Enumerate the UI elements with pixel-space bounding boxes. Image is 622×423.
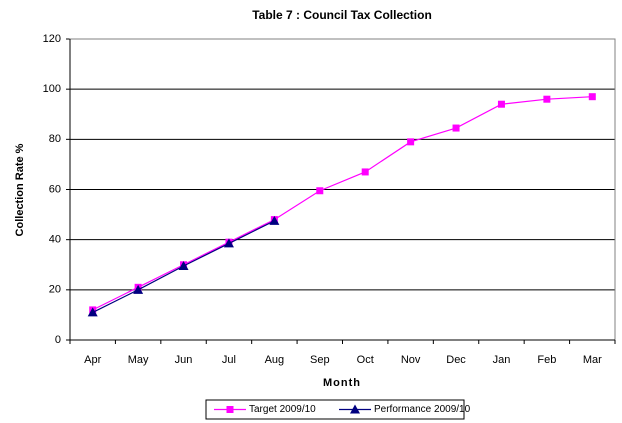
x-tick-label: Jun <box>175 354 193 366</box>
x-tick-label: May <box>128 354 149 366</box>
data-point <box>497 100 505 108</box>
chart-title: Table 7 : Council Tax Collection <box>252 8 432 22</box>
legend-label: Performance 2009/10 <box>374 404 471 415</box>
y-tick-label: 80 <box>49 133 61 145</box>
data-point <box>269 215 280 225</box>
x-tick-label: Jan <box>493 354 511 366</box>
legend-marker <box>226 406 234 413</box>
x-axis-label: Month <box>323 377 361 389</box>
x-tick-label: Nov <box>401 354 421 366</box>
y-tick-label: 20 <box>49 284 61 296</box>
data-point <box>133 284 144 294</box>
x-tick-label: Feb <box>537 354 556 366</box>
data-point <box>543 95 551 103</box>
legend-label: Target 2009/10 <box>249 404 316 415</box>
y-tick-label: 100 <box>43 83 61 95</box>
y-tick-label: 60 <box>49 183 61 195</box>
legend-marker <box>350 404 360 414</box>
y-tick-label: 0 <box>55 334 61 346</box>
y-tick-label: 120 <box>43 33 61 45</box>
data-point <box>407 138 415 146</box>
x-tick-label: Sep <box>310 354 330 366</box>
data-point <box>452 124 460 132</box>
data-point <box>361 168 369 176</box>
data-point <box>178 261 189 271</box>
series-line <box>92 96 593 311</box>
x-tick-label: Apr <box>84 354 101 366</box>
data-point <box>316 187 324 195</box>
x-tick-label: Oct <box>357 354 374 366</box>
data-point <box>87 307 98 317</box>
x-tick-label: Aug <box>265 354 285 366</box>
data-point <box>223 238 234 248</box>
y-axis-label: Collection Rate % <box>14 143 26 236</box>
data-point <box>588 93 596 101</box>
legend-box <box>205 399 465 420</box>
x-tick-label: Mar <box>583 354 602 366</box>
x-tick-label: Dec <box>446 354 466 366</box>
x-tick-label: Jul <box>222 354 236 366</box>
y-tick-label: 40 <box>49 234 61 246</box>
